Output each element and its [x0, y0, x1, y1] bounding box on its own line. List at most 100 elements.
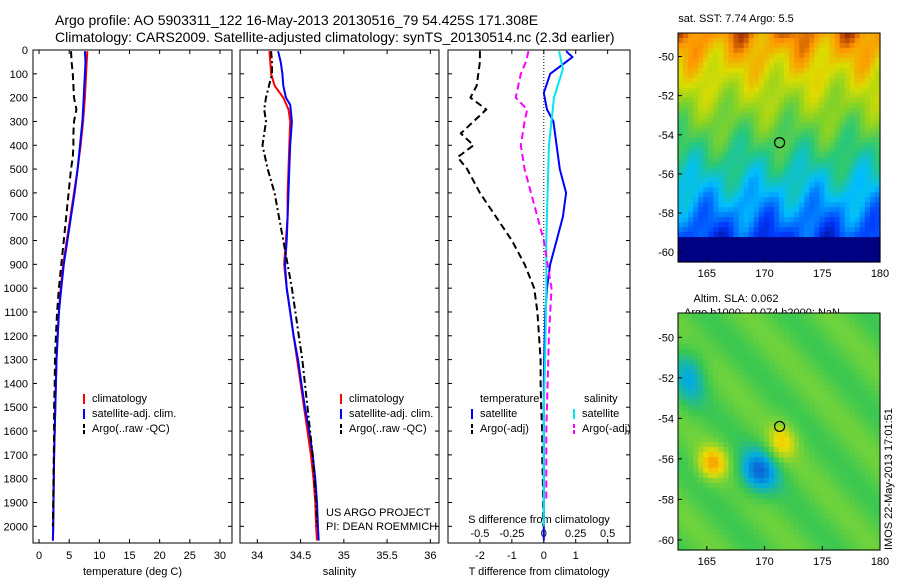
- map-cell: [743, 477, 750, 484]
- map-cell: [763, 379, 770, 386]
- map-cell: [849, 472, 856, 479]
- map-cell: [773, 529, 780, 536]
- map-cell: [859, 493, 866, 500]
- map-cell: [864, 519, 871, 525]
- map-cell: [703, 441, 709, 448]
- map-cell: [829, 207, 836, 213]
- map-cell: [824, 529, 831, 536]
- map-cell: [824, 117, 831, 124]
- map-cell: [763, 167, 770, 173]
- map-cell: [799, 328, 805, 335]
- map-cell: [859, 252, 866, 258]
- map-cell: [758, 102, 765, 109]
- map-cell: [678, 364, 684, 371]
- map-cell: [683, 483, 689, 489]
- map-cell: [844, 313, 851, 319]
- map-cell: [819, 503, 826, 510]
- map-cell: [758, 122, 765, 129]
- map-cell: [728, 52, 735, 59]
- map-cell: [834, 237, 841, 243]
- x-tick-label: 1: [573, 550, 579, 562]
- map-cell: [713, 379, 719, 386]
- map-cell: [839, 237, 846, 243]
- map-cell: [738, 446, 745, 453]
- map-cell: [678, 452, 684, 458]
- map-cell: [683, 172, 689, 178]
- map-cell: [789, 67, 795, 74]
- map-cell: [688, 431, 694, 438]
- map-cell: [748, 426, 755, 433]
- map-cell: [849, 182, 856, 188]
- map-cell: [678, 539, 684, 546]
- map-cell: [678, 477, 684, 484]
- map-cell: [768, 247, 775, 253]
- map-cell: [718, 452, 725, 458]
- map-cell: [874, 197, 881, 203]
- map-cell: [864, 467, 871, 474]
- map-cell: [708, 47, 714, 54]
- map-cell: [794, 488, 800, 494]
- map-cell: [773, 379, 780, 386]
- map-cell: [678, 318, 684, 324]
- map-cell: [708, 395, 714, 402]
- map-cell: [738, 132, 745, 139]
- map-cell: [713, 82, 719, 89]
- map-cell: [728, 452, 735, 458]
- map-cell: [849, 374, 856, 381]
- map-cell: [844, 513, 851, 520]
- map-cell: [779, 483, 785, 489]
- map-cell: [718, 152, 725, 159]
- map-cell: [839, 257, 846, 263]
- map-cell: [809, 343, 815, 350]
- map-cell: [773, 67, 780, 74]
- map-cell: [763, 483, 770, 489]
- map-cell: [763, 177, 770, 183]
- map-cell: [728, 157, 735, 164]
- x-tick-label: 15: [123, 550, 135, 562]
- map-cell: [698, 222, 704, 228]
- map-cell: [753, 177, 760, 183]
- map-cell: [753, 42, 760, 49]
- map-cell: [784, 172, 790, 178]
- map-cell: [688, 498, 694, 505]
- map-cell: [703, 318, 709, 324]
- map-cell: [859, 217, 866, 223]
- map-cell: [773, 162, 780, 169]
- map-cell: [844, 379, 851, 386]
- map-cell: [768, 508, 775, 515]
- map-cell: [794, 426, 800, 433]
- map-cell: [768, 467, 775, 474]
- map-cell: [814, 313, 820, 319]
- map-cell: [763, 488, 770, 494]
- map-cell: [834, 462, 841, 469]
- map-cell: [864, 57, 871, 64]
- map-cell: [688, 426, 694, 433]
- map-cell: [713, 498, 719, 505]
- map-cell: [844, 544, 851, 551]
- map-cell: [864, 379, 871, 386]
- x-tick-label: 165: [698, 268, 716, 280]
- map-cell: [839, 436, 846, 443]
- map-cell: [723, 77, 730, 84]
- map-cell: [859, 318, 866, 324]
- map-cell: [768, 410, 775, 417]
- map-cell: [713, 462, 719, 469]
- map-cell: [678, 147, 684, 154]
- map-cell: [854, 167, 861, 173]
- map-cell: [723, 132, 730, 139]
- map-cell: [753, 472, 760, 479]
- map-cell: [768, 421, 775, 427]
- map-cell: [819, 426, 826, 433]
- map-cell: [799, 142, 805, 149]
- x-tick-label: 35.5: [376, 550, 397, 562]
- map-cell: [683, 182, 689, 188]
- map-cell: [693, 92, 699, 99]
- map-cell: [829, 513, 836, 520]
- map-cell: [698, 333, 704, 340]
- map-cell: [743, 493, 750, 500]
- map-cell: [728, 400, 735, 407]
- map-cell: [678, 242, 684, 248]
- map-cell: [849, 323, 856, 330]
- map-cell: [784, 62, 790, 69]
- map-cell: [753, 431, 760, 438]
